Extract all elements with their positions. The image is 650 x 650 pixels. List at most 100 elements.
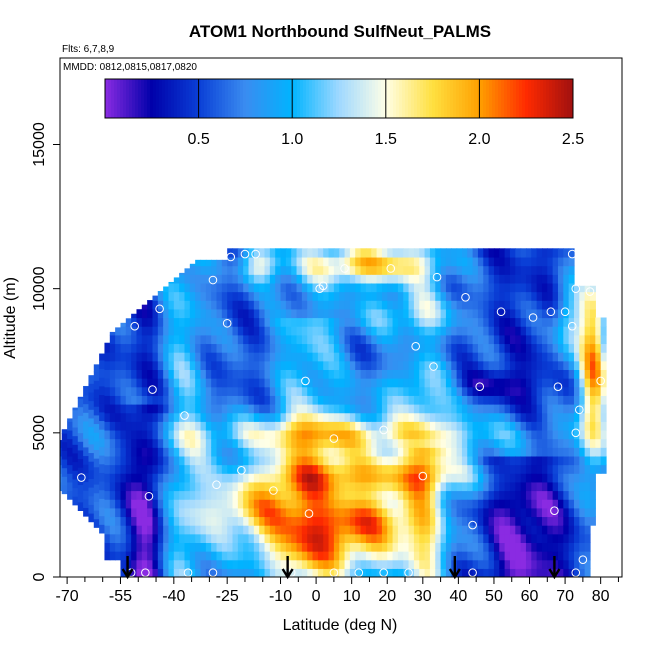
heatmap-cell — [365, 559, 372, 569]
heatmap-cell — [365, 291, 372, 301]
heatmap-cell — [387, 352, 394, 362]
heatmap-cell — [413, 481, 420, 492]
heatmap-cell — [403, 542, 410, 552]
heatmap-cell — [307, 464, 314, 474]
heatmap-cell — [509, 464, 516, 474]
colorbar-segment — [168, 79, 172, 118]
heatmap-cell — [173, 447, 180, 457]
heatmap-cell — [445, 516, 452, 526]
heatmap-cell — [147, 317, 154, 327]
heatmap-cell — [355, 559, 362, 569]
heatmap-cell — [248, 516, 255, 526]
heatmap-cell — [227, 429, 234, 440]
heatmap-cell — [285, 429, 292, 440]
heatmap-cell — [488, 421, 495, 431]
heatmap-cell — [259, 334, 266, 345]
heatmap-cell — [184, 360, 191, 370]
heatmap-cell — [488, 473, 495, 483]
heatmap-cell — [381, 282, 388, 293]
heatmap-cell — [573, 429, 580, 440]
heatmap-cell — [515, 481, 522, 492]
heatmap-cell — [317, 490, 324, 500]
heatmap-cell — [221, 455, 228, 466]
heatmap-cell — [301, 291, 308, 301]
heatmap-cell — [520, 317, 527, 327]
heatmap-cell — [125, 421, 132, 431]
heatmap-cell — [125, 352, 132, 362]
heatmap-cell — [93, 484, 100, 494]
heatmap-cell — [147, 516, 154, 526]
heatmap-cell — [483, 464, 490, 474]
heatmap-cell — [264, 447, 271, 457]
heatmap-cell — [253, 248, 260, 258]
heatmap-cell — [307, 256, 314, 267]
heatmap-cell — [371, 429, 378, 440]
heatmap-cell — [189, 559, 196, 569]
heatmap-cell — [472, 559, 479, 569]
heatmap-cell — [403, 455, 410, 466]
heatmap-cell — [552, 300, 559, 310]
heatmap-cell — [424, 256, 431, 267]
heatmap-cell — [152, 464, 159, 474]
heatmap-cell — [424, 291, 431, 301]
heatmap-cell — [189, 282, 196, 293]
heatmap-cell — [568, 421, 575, 431]
heatmap-cell — [264, 291, 271, 301]
heatmap-cell — [179, 473, 186, 483]
heatmap-cell — [248, 525, 255, 535]
heatmap-cell — [547, 429, 554, 440]
heatmap-cell — [472, 447, 479, 457]
heatmap-cell — [381, 317, 388, 327]
heatmap-cell — [189, 533, 196, 543]
heatmap-cell — [349, 507, 356, 518]
heatmap-cell — [589, 421, 596, 431]
heatmap-cell — [557, 352, 564, 362]
heatmap-cell — [269, 369, 276, 379]
heatmap-cell — [301, 533, 308, 543]
heatmap-cell — [387, 568, 394, 577]
heatmap-cell — [195, 559, 202, 569]
heatmap-cell — [520, 265, 527, 275]
heatmap-cell — [275, 499, 282, 509]
heatmap-cell — [157, 308, 164, 319]
heatmap-cell — [499, 256, 506, 267]
heatmap-cell — [237, 256, 244, 267]
sample-point — [49, 481, 57, 489]
heatmap-cell — [301, 282, 308, 293]
heatmap-cell — [275, 274, 282, 284]
heatmap-cell — [493, 568, 500, 577]
heatmap-cell — [381, 516, 388, 526]
heatmap-cell — [131, 378, 138, 388]
heatmap-cell — [147, 507, 154, 518]
heatmap-cell — [131, 343, 138, 353]
heatmap-cell — [472, 412, 479, 422]
heatmap-cell — [72, 407, 79, 411]
heatmap-cell — [115, 369, 122, 379]
colorbar-segment — [564, 79, 568, 118]
heatmap-cell — [477, 343, 484, 353]
heatmap-cell — [563, 455, 570, 466]
heatmap-cell — [248, 256, 255, 267]
heatmap-cell — [589, 490, 596, 500]
heatmap-cell — [573, 300, 580, 310]
heatmap-cell — [264, 352, 271, 362]
heatmap-cell — [579, 507, 586, 518]
heatmap-cell — [541, 447, 548, 457]
heatmap-cell — [115, 455, 122, 466]
heatmap-cell — [227, 386, 234, 396]
heatmap-cell — [440, 282, 447, 293]
sample-point — [550, 506, 559, 515]
heatmap-cell — [221, 259, 228, 267]
heatmap-cell — [195, 490, 202, 500]
heatmap-cell — [248, 499, 255, 509]
heatmap-cell — [141, 412, 148, 422]
heatmap-cell — [451, 516, 458, 526]
heatmap-cell — [317, 282, 324, 293]
colorbar-segment — [135, 79, 139, 118]
heatmap-cell — [600, 421, 607, 431]
heatmap-cell — [184, 473, 191, 483]
heatmap-cell — [488, 455, 495, 466]
heatmap-cell — [221, 568, 228, 577]
heatmap-cell — [248, 326, 255, 336]
heatmap-cell — [205, 447, 212, 457]
